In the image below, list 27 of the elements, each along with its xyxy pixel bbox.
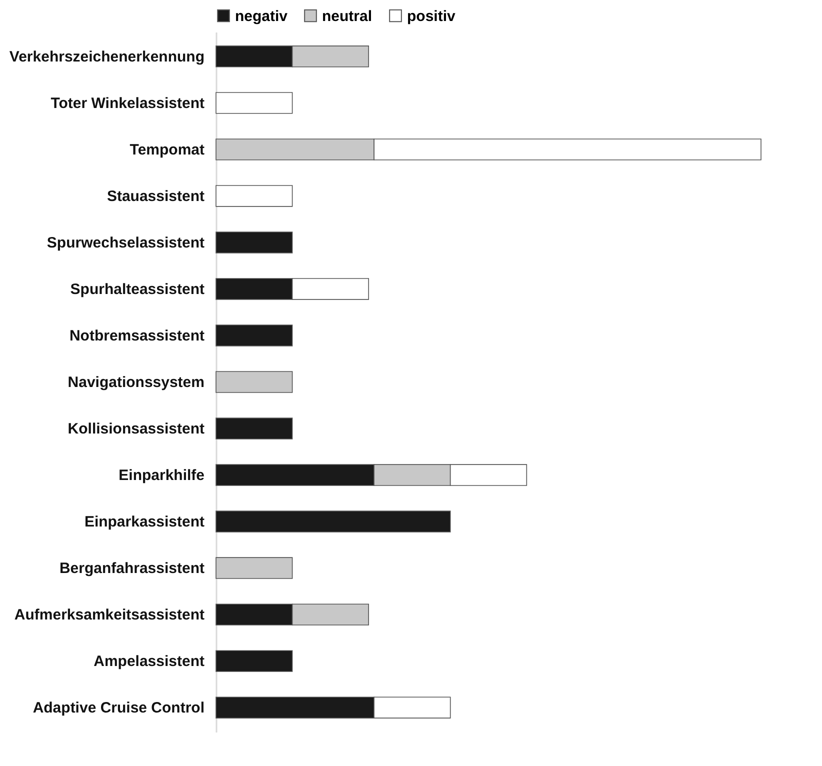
bar bbox=[216, 324, 293, 346]
legend-label: neutral bbox=[322, 8, 372, 25]
bar bbox=[216, 510, 451, 532]
y-tick-label: Verkehrszeichenerkennung bbox=[9, 48, 204, 66]
y-tick-label: Spurwechselassistent bbox=[46, 234, 204, 252]
y-tick-label: Stauassistent bbox=[106, 188, 204, 205]
bar bbox=[216, 557, 293, 579]
y-tick-label: Navigationssystem bbox=[68, 374, 204, 391]
y-tick-label: Toter Winkelassistent bbox=[50, 94, 204, 112]
bar bbox=[216, 185, 293, 207]
y-tick-label: Einparkassistent bbox=[84, 514, 204, 531]
y-tick-label: Aufmerksamkeitsassistent bbox=[14, 606, 205, 624]
y-tick-label: Ampelassistent bbox=[94, 653, 205, 670]
y-tick-label: Einparkhilfe bbox=[118, 467, 204, 484]
y-tick-label: Tempomat bbox=[130, 141, 204, 158]
bar bbox=[216, 371, 293, 393]
y-tick-label: Spurhalteassistent bbox=[70, 280, 204, 298]
legend-label: negativ bbox=[235, 8, 288, 25]
y-tick-label: Adaptive Cruise Control bbox=[32, 700, 204, 717]
y-tick-label: Berganfahrassistent bbox=[59, 560, 204, 578]
bar bbox=[216, 418, 293, 440]
y-tick-label: Kollisionsassistent bbox=[68, 420, 204, 438]
y-tick-label: Notbremsassistent bbox=[69, 327, 204, 344]
legend-label: positiv bbox=[407, 8, 456, 25]
bar bbox=[216, 650, 293, 672]
bar bbox=[216, 92, 293, 114]
bar bbox=[216, 232, 293, 254]
